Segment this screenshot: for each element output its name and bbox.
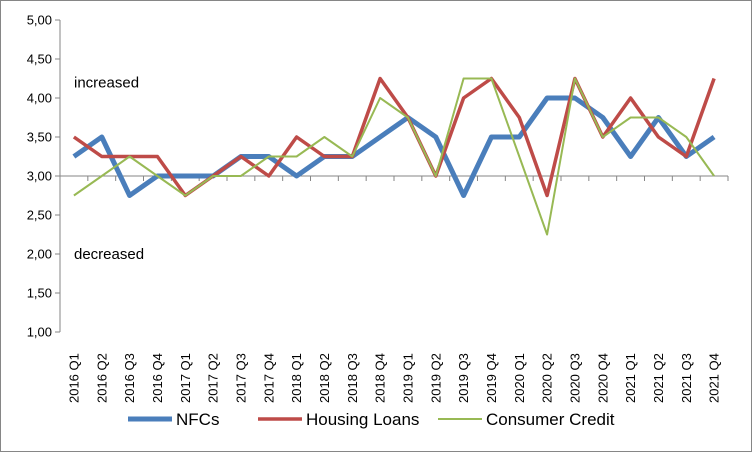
x-tick-label: 2020 Q2 xyxy=(540,353,555,403)
x-tick-label: 2019 Q1 xyxy=(400,353,415,403)
x-tick-label: 2016 Q1 xyxy=(66,353,81,403)
legend-label-consumer-credit: Consumer Credit xyxy=(486,410,615,429)
y-tick-label: 3,50 xyxy=(27,130,52,145)
y-tick-label: 2,50 xyxy=(27,208,52,223)
x-tick-label: 2016 Q4 xyxy=(150,353,165,403)
x-tick-label: 2017 Q2 xyxy=(206,353,221,403)
y-tick-label: 4,00 xyxy=(27,91,52,106)
x-tick-label: 2018 Q2 xyxy=(317,353,332,403)
legend-label-nfcs: NFCs xyxy=(176,410,219,429)
series-line-nfcs xyxy=(72,95,716,198)
x-tick-label: 2018 Q3 xyxy=(345,353,360,403)
annotations: increased decreased xyxy=(74,74,144,263)
x-tick-label: 2018 Q4 xyxy=(373,353,388,403)
x-tick-label: 2019 Q2 xyxy=(428,353,443,403)
x-tick-label: 2017 Q3 xyxy=(233,353,248,403)
annotation-decreased: decreased xyxy=(74,246,144,263)
y-tick-label: 3,00 xyxy=(27,169,52,184)
x-tick-label: 2017 Q4 xyxy=(261,353,276,403)
x-tick-label: 2019 Q3 xyxy=(456,353,471,403)
y-tick-label: 5,00 xyxy=(27,13,52,28)
y-tick-label: 2,00 xyxy=(27,247,52,262)
x-tick-label: 2020 Q3 xyxy=(567,353,582,403)
x-tick-label: 2021 Q3 xyxy=(679,353,694,403)
x-tick-label: 2021 Q1 xyxy=(623,353,638,403)
legend-label-housing-loans: Housing Loans xyxy=(306,410,419,429)
series-line-consumer-credit xyxy=(73,77,715,236)
y-tick-label: 4,50 xyxy=(27,52,52,67)
x-tick-label: 2020 Q1 xyxy=(512,353,527,403)
series-line-housing-loans xyxy=(72,76,716,198)
y-tick-label: 1,50 xyxy=(27,286,52,301)
legend-item-consumer-credit: Consumer Credit xyxy=(438,410,615,429)
x-tick-label: 2016 Q3 xyxy=(122,353,137,403)
x-tick-label: 2020 Q4 xyxy=(595,353,610,403)
series-lines xyxy=(72,76,716,236)
x-tick-label: 2016 Q2 xyxy=(94,353,109,403)
y-tick-label: 1,00 xyxy=(27,325,52,340)
x-tick-label: 2018 Q1 xyxy=(289,353,304,403)
legend: NFCs Housing Loans Consumer Credit xyxy=(128,410,615,429)
legend-item-nfcs: NFCs xyxy=(128,410,219,429)
x-axis: 2016 Q1 2016 Q2 2016 Q3 2016 Q4 2017 Q1 2017 … xyxy=(59,175,729,403)
annotation-increased: increased xyxy=(74,74,139,91)
y-axis: 1,00 1,50 2,00 2,50 3,00 3,50 4,00 4,50 5,00 xyxy=(27,13,61,340)
legend-item-housing-loans: Housing Loans xyxy=(258,410,419,429)
x-tick-label: 2017 Q1 xyxy=(178,353,193,403)
x-tick-label: 2019 Q4 xyxy=(484,353,499,403)
x-tick-label: 2021 Q2 xyxy=(651,353,666,403)
x-tick-label: 2021 Q4 xyxy=(707,353,722,403)
